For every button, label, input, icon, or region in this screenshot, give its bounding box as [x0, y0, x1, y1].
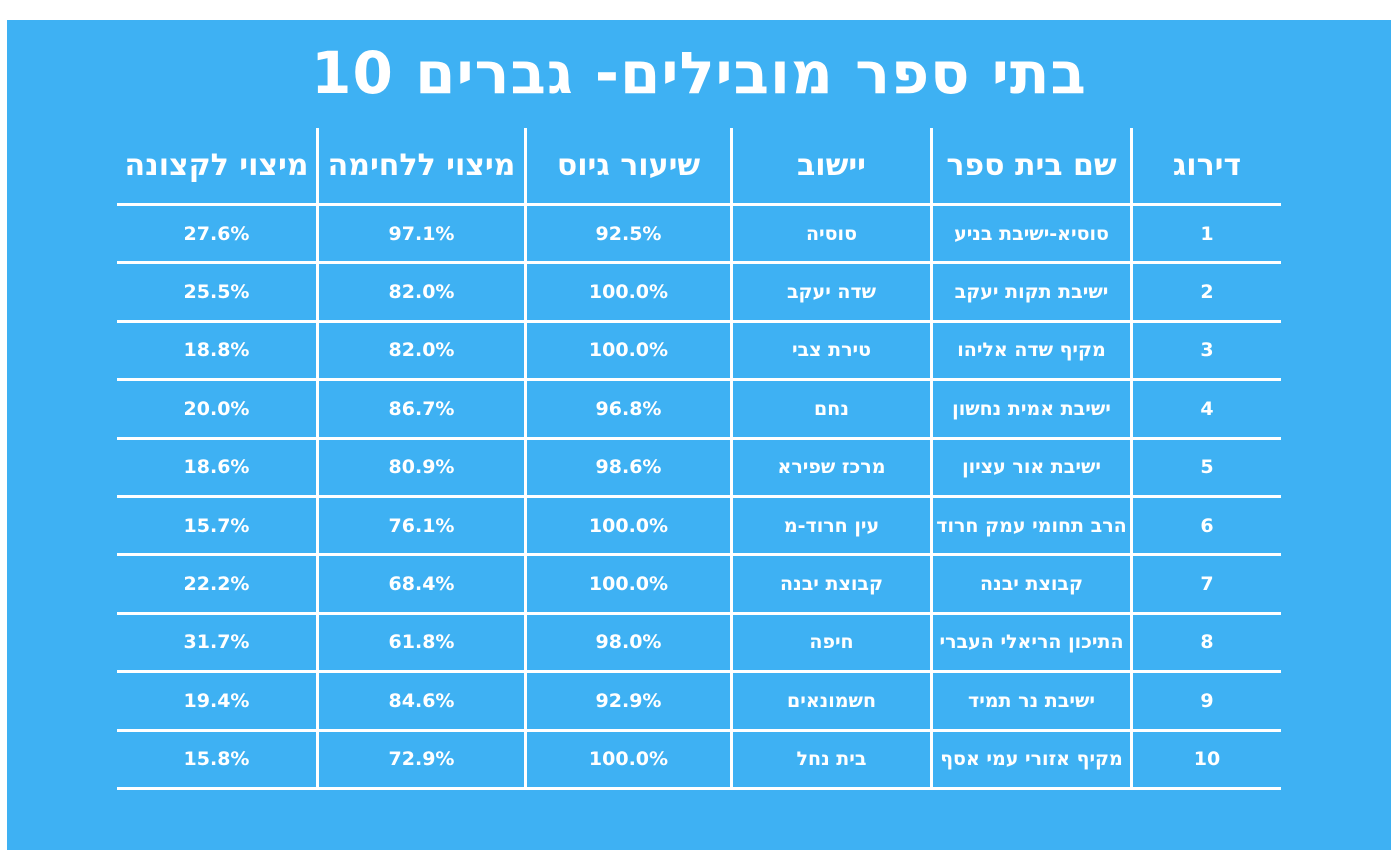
cell-combat-rate: 80.9% [319, 439, 527, 498]
cell-combat-rate: 72.9% [319, 731, 527, 790]
cell-school-name: ישיבת אור עציון [933, 439, 1133, 498]
cell-locality: טירת צבי [733, 322, 933, 382]
cell-officer-rate: 18.8% [117, 322, 319, 382]
cell-rank: 9 [1133, 673, 1281, 732]
cell-school-name: התיכון הריאלי העברי [933, 614, 1133, 674]
cell-rank: 4 [1133, 381, 1281, 440]
cell-officer-rate: 22.2% [117, 556, 319, 615]
cell-combat-rate: 82.0% [319, 264, 527, 323]
cell-enlistment-rate: 98.0% [527, 614, 733, 674]
cell-locality: עין חרוד-מ [733, 497, 933, 557]
cell-combat-rate: 82.0% [319, 322, 527, 382]
cell-enlistment-rate: 98.6% [527, 439, 733, 498]
cell-enlistment-rate: 100.0% [527, 497, 733, 557]
cell-officer-rate: 15.8% [117, 731, 319, 790]
cell-rank: 3 [1133, 323, 1281, 382]
cell-locality: חיפה [733, 614, 933, 674]
column-header-rank: דירוג [1133, 128, 1281, 206]
cell-school-name: ישיבת אמית נחשון [933, 381, 1133, 440]
cell-rank: 8 [1133, 615, 1281, 674]
cell-locality: נחם [733, 381, 933, 440]
cell-school-name: קבוצת יבנה [933, 556, 1133, 615]
cell-officer-rate: 27.6% [117, 206, 319, 265]
cell-enlistment-rate: 92.5% [527, 206, 733, 265]
page-title: 10 בתי ספר מובילים- גברים [311, 39, 1087, 107]
column-header-officer-rate: מיצוי לקצונה [117, 128, 319, 206]
cell-officer-rate: 15.7% [117, 497, 319, 557]
cell-locality: סוסיה [733, 206, 933, 265]
column-header-combat-rate: מיצוי ללחימה [319, 128, 527, 206]
cell-officer-rate: 31.7% [117, 614, 319, 674]
cell-school-name: סוסיא-ישיבת בניע [933, 206, 1133, 265]
cell-locality: בית נחל [733, 731, 933, 790]
cell-enlistment-rate: 100.0% [527, 264, 733, 323]
cell-school-name: הרב תחומי עמק חרוד [933, 497, 1133, 557]
cell-enlistment-rate: 100.0% [527, 556, 733, 615]
ranking-table: מיצוי לקצונה מיצוי ללחימה שיעור גיוס יישוב ש… [117, 128, 1281, 790]
cell-combat-rate: 76.1% [319, 497, 527, 557]
cell-school-name: ישיבת תקות יעקב [933, 264, 1133, 323]
cell-officer-rate: 20.0% [117, 381, 319, 440]
cell-locality: חשמונאים [733, 673, 933, 732]
cell-school-name: מקיף שדה אליהו [933, 322, 1133, 382]
cell-combat-rate: 68.4% [319, 556, 527, 615]
cell-rank: 1 [1133, 206, 1281, 265]
cell-enlistment-rate: 96.8% [527, 381, 733, 440]
cell-enlistment-rate: 100.0% [527, 322, 733, 382]
column-header-locality: יישוב [733, 128, 933, 206]
cell-locality: מרכז שפירא [733, 439, 933, 498]
cell-school-name: מקיף אזורי עמי אסף [933, 731, 1133, 790]
cell-rank: 2 [1133, 264, 1281, 323]
cell-school-name: ישיבת נר תמיד [933, 673, 1133, 732]
cell-officer-rate: 25.5% [117, 264, 319, 323]
cell-enlistment-rate: 92.9% [527, 673, 733, 732]
cell-combat-rate: 86.7% [319, 381, 527, 440]
cell-combat-rate: 84.6% [319, 673, 527, 732]
cell-locality: שדה יעקב [733, 264, 933, 323]
cell-enlistment-rate: 100.0% [527, 731, 733, 790]
cell-locality: קבוצת יבנה [733, 556, 933, 615]
cell-officer-rate: 18.6% [117, 439, 319, 498]
cell-rank: 6 [1133, 498, 1281, 557]
cell-officer-rate: 19.4% [117, 673, 319, 732]
infographic-panel: 10 בתי ספר מובילים- גברים מיצוי לקצונה מי… [7, 20, 1391, 850]
column-header-enlistment-rate: שיעור גיוס [527, 128, 733, 206]
column-header-school-name: שם בית ספר [933, 128, 1133, 206]
cell-combat-rate: 61.8% [319, 614, 527, 674]
cell-rank: 7 [1133, 556, 1281, 615]
cell-rank: 10 [1133, 732, 1281, 790]
cell-rank: 5 [1133, 440, 1281, 498]
cell-combat-rate: 97.1% [319, 206, 527, 265]
